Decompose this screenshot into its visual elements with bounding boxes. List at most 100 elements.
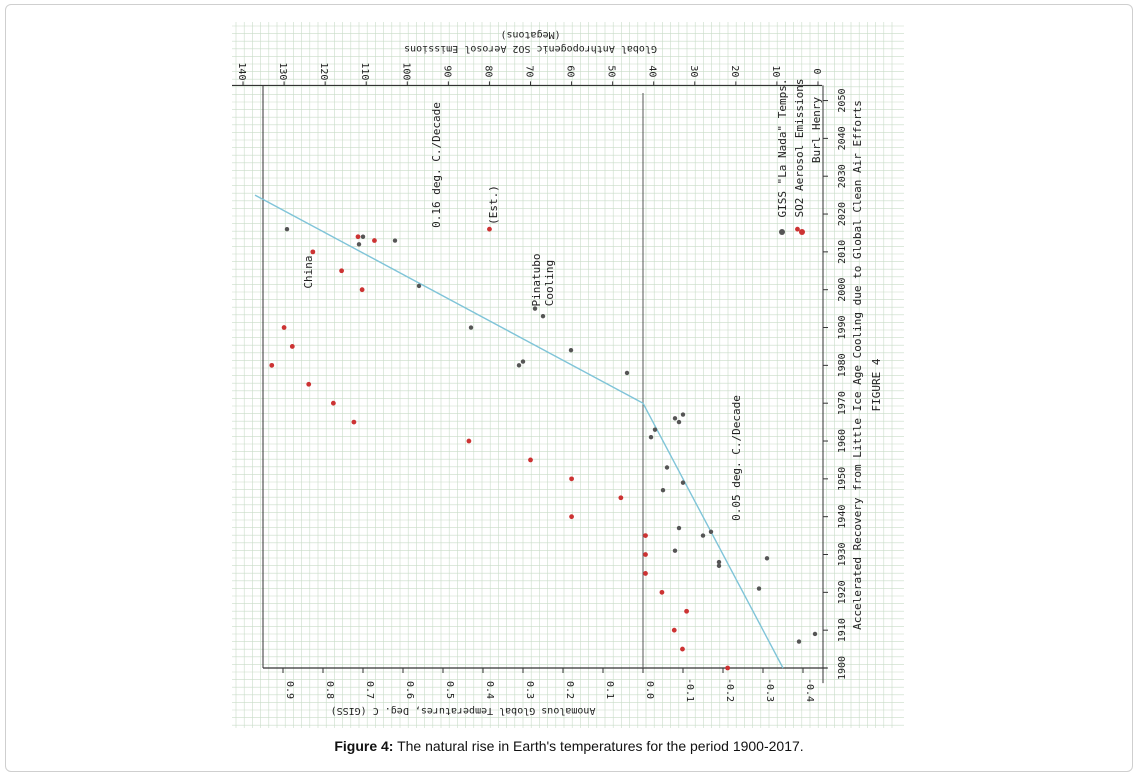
temperature-point <box>676 525 682 531</box>
temperature-point <box>716 559 722 565</box>
temp-tick-label: 0.3 <box>524 681 535 699</box>
so2-axis-title: Global Anthropogenic SO2 Aerosol Emissio… <box>404 43 657 54</box>
so2-tick-label: 50 <box>606 65 617 77</box>
so2-point <box>466 438 472 444</box>
so2-point <box>281 325 287 330</box>
annotation-pinatubo: Pinatubo <box>530 254 543 307</box>
year-tick-label: 2030 <box>837 164 848 188</box>
so2-point <box>269 362 275 368</box>
year-tick-label: 1950 <box>837 467 848 491</box>
annotation-china: China <box>302 255 315 288</box>
so2-tick-label: 100 <box>400 62 411 80</box>
so2-tick-label: 10 <box>770 65 781 77</box>
figure-frame <box>5 4 1133 772</box>
caption-label: Figure 4: <box>334 738 394 754</box>
temp-tick-label: 0.2 <box>564 681 575 699</box>
temp-tick-label: 0.7 <box>364 681 375 699</box>
caption-text: The natural rise in Earth's temperatures… <box>393 738 804 754</box>
so2-point <box>289 344 295 349</box>
grid <box>232 22 904 728</box>
annotation-slope-005: 0.05 deg. C./Decade <box>730 395 743 521</box>
trend-line <box>254 194 644 404</box>
figure-caption: Figure 4: The natural rise in Earth's te… <box>0 738 1138 754</box>
so2-point <box>684 608 689 614</box>
temperature-point <box>796 639 802 644</box>
so2-tick-label: 90 <box>441 65 452 77</box>
year-tick-label: 2000 <box>837 278 848 302</box>
temperature-point <box>652 427 658 432</box>
year-tick-label: 2040 <box>837 126 848 150</box>
chart-labels: Accelerated Recovery from Little Ice Age… <box>302 78 883 629</box>
so2-point <box>351 419 357 425</box>
so2-point <box>528 457 533 463</box>
axes: 0.9 0.8 0.7 0.6 0.5 0.4 0.3 0.2 0.1 0.0 -0.1 -0.2 -0… <box>232 29 848 716</box>
temperature-point <box>672 548 678 553</box>
so2-tick-label: 80 <box>482 65 493 77</box>
so2-tick-label: 120 <box>318 62 329 80</box>
so2-point <box>671 627 677 633</box>
so2-point <box>795 226 800 232</box>
temp-tick-label: -0.3 <box>764 678 775 702</box>
year-tick-label: 1970 <box>837 391 848 415</box>
so2-point <box>725 665 731 671</box>
chart-title: Accelerated Recovery from Little Ice Age… <box>851 100 864 630</box>
temperature-point <box>356 242 362 247</box>
so2-point <box>306 381 312 387</box>
so2-point <box>310 249 316 255</box>
so2-point <box>330 400 336 406</box>
trend-line <box>642 402 784 669</box>
temperature-point <box>284 226 290 232</box>
year-tick-label: 1900 <box>837 656 848 680</box>
chart: 0.9 0.8 0.7 0.6 0.5 0.4 0.3 0.2 0.1 0.0 -0.1 -0.2 -0… <box>232 22 904 728</box>
temperature-point <box>648 435 654 440</box>
legend-label-temps: GISS "La Nada" Temps. <box>776 78 789 217</box>
temperature-point <box>764 556 770 561</box>
temp-tick-label: 0.0 <box>644 681 655 699</box>
so2-tick-label: 60 <box>565 65 576 77</box>
temperature-point <box>708 529 714 535</box>
temperature-point <box>756 586 762 591</box>
year-tick-label: 2010 <box>837 240 848 264</box>
so2-tick-label: 70 <box>524 65 535 77</box>
annotation-slope-016: 0.16 deg. C./Decade <box>430 102 443 228</box>
so2-point <box>643 552 648 557</box>
annotation-estimated: (Est.) <box>487 185 500 225</box>
so2-point <box>569 476 574 482</box>
temperature-point <box>540 313 546 319</box>
legend-title: Burl Henry <box>810 97 823 164</box>
temp-tick-label: -0.4 <box>804 678 815 702</box>
temperature-point <box>516 363 522 368</box>
temperature-point <box>680 412 686 417</box>
so2-point <box>643 533 648 538</box>
so2-axis-subtitle: (Megatons) <box>500 29 560 40</box>
so2-point <box>359 287 365 293</box>
so2-point <box>659 589 665 595</box>
temperature-point <box>360 234 366 239</box>
trend-lines <box>254 194 784 669</box>
temp-axis-title: Anomalous Global Temperatures, Deg. C (G… <box>331 705 596 716</box>
temperature-point <box>716 563 722 569</box>
so2-tick-label: 140 <box>236 62 247 80</box>
temperature-point <box>624 370 630 376</box>
year-tick-label: 1980 <box>837 353 848 377</box>
temp-tick-label: 0.8 <box>324 681 335 699</box>
so2-point <box>643 571 648 576</box>
temperature-point <box>676 419 682 425</box>
temp-tick-label: 0.4 <box>484 681 495 699</box>
estimated-so2-point <box>487 226 492 232</box>
temperature-point <box>532 306 538 311</box>
so2-tick-label: 130 <box>277 62 288 80</box>
temperature-point <box>664 465 670 470</box>
temperature-point <box>468 325 474 330</box>
year-tick-label: 1990 <box>837 315 848 339</box>
so2-point <box>372 238 377 243</box>
temperature-point <box>416 283 422 289</box>
temperature-point <box>520 359 526 364</box>
legend-marker-temps <box>779 229 785 235</box>
year-tick-label: 1940 <box>837 505 848 529</box>
so2-tick-label: 30 <box>688 65 699 77</box>
so2-point <box>569 514 574 520</box>
year-tick-label: 1960 <box>837 429 848 453</box>
temperature-point <box>568 348 574 353</box>
temp-tick-label: 0.6 <box>404 681 415 699</box>
